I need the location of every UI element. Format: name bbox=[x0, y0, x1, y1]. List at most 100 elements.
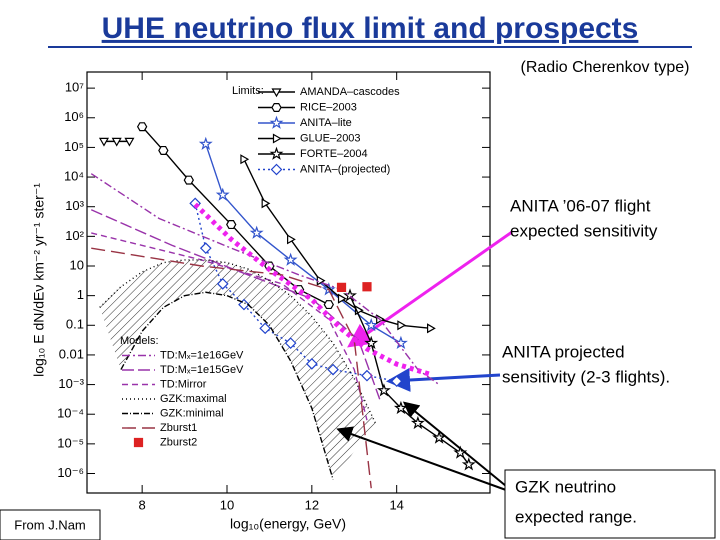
x-tick-label: 14 bbox=[389, 497, 403, 512]
x-tick-label: 10 bbox=[220, 497, 234, 512]
marker bbox=[215, 187, 230, 201]
series-line bbox=[91, 247, 372, 489]
series-line bbox=[90, 209, 381, 400]
marker bbox=[361, 369, 373, 382]
marker bbox=[98, 137, 110, 147]
series-line bbox=[193, 202, 432, 377]
legend-label: FORTE–2004 bbox=[300, 148, 368, 160]
legend-label: TD:Mirror bbox=[160, 378, 207, 390]
marker bbox=[337, 293, 347, 304]
marker bbox=[269, 115, 284, 129]
marker bbox=[432, 430, 447, 444]
slide-title: UHE neutrino flux limit and prospects bbox=[102, 12, 639, 45]
annotation: ANITA projected bbox=[502, 342, 625, 361]
marker bbox=[158, 145, 169, 155]
marker bbox=[336, 282, 347, 292]
marker bbox=[364, 317, 379, 332]
legend-title: Limits: bbox=[232, 85, 264, 97]
marker bbox=[364, 335, 379, 350]
marker bbox=[199, 242, 212, 254]
marker bbox=[240, 154, 250, 165]
marker bbox=[271, 88, 282, 98]
y-tick-label: 10³ bbox=[65, 198, 84, 213]
marker bbox=[271, 103, 282, 112]
marker bbox=[461, 457, 476, 471]
marker bbox=[323, 300, 334, 310]
series-line bbox=[349, 295, 470, 465]
series-line bbox=[120, 291, 334, 480]
y-tick-label: 0.1 bbox=[66, 317, 84, 332]
credit: From J.Nam bbox=[14, 517, 86, 532]
marker bbox=[327, 363, 339, 376]
marker bbox=[183, 175, 195, 185]
legend-label: GZK:maximal bbox=[160, 393, 227, 405]
annotation-box bbox=[504, 469, 716, 539]
legend-title: Models: bbox=[120, 335, 159, 347]
marker bbox=[198, 136, 213, 150]
series-line bbox=[91, 232, 368, 421]
x-tick-label: 12 bbox=[305, 497, 319, 512]
legend-label: GLUE–2003 bbox=[300, 132, 361, 144]
arrow bbox=[347, 230, 513, 348]
plot-area bbox=[90, 122, 476, 489]
marker bbox=[397, 320, 407, 331]
marker bbox=[270, 163, 283, 176]
legend-label: Zburst2 bbox=[160, 436, 197, 448]
marker bbox=[393, 400, 408, 415]
annotation: expected range. bbox=[515, 507, 637, 526]
legend-label: TD:Mₓ=1e15GeV bbox=[160, 364, 244, 376]
legend-label: Zburst1 bbox=[160, 422, 197, 434]
y-tick-label: 10⁴ bbox=[64, 168, 84, 183]
marker bbox=[226, 220, 237, 230]
marker bbox=[283, 252, 298, 266]
marker bbox=[390, 375, 403, 388]
y-tick-label: 0.01 bbox=[59, 346, 84, 361]
marker bbox=[136, 122, 148, 132]
plot-frame bbox=[86, 71, 491, 494]
marker bbox=[305, 358, 318, 370]
y-tick-label: 1 bbox=[77, 287, 84, 302]
y-axis-label: log₁₀ E dN/dEν km⁻² yr⁻¹ ster⁻¹ bbox=[31, 183, 47, 377]
marker bbox=[284, 337, 297, 349]
annotation: GZK neutrino bbox=[515, 477, 616, 496]
marker bbox=[261, 198, 271, 209]
marker bbox=[410, 415, 425, 430]
legend-label: ANITA–(projected) bbox=[300, 163, 390, 175]
annotation: sensitivity (2-3 flights). bbox=[502, 367, 670, 386]
credit-box bbox=[0, 509, 101, 540]
annotation: ANITA ’06-07 flight bbox=[510, 196, 651, 215]
y-tick-label: 10⁻⁴ bbox=[57, 406, 84, 421]
y-tick-label: 10⁻³ bbox=[58, 376, 84, 391]
y-tick-label: 10⁷ bbox=[65, 80, 84, 95]
models-legend-bg bbox=[112, 332, 262, 472]
legend-label: RICE–2003 bbox=[300, 101, 357, 113]
legend-label: GZK:minimal bbox=[160, 407, 224, 419]
y-tick-label: 10² bbox=[65, 228, 84, 243]
arrow bbox=[386, 368, 501, 392]
x-axis-label: log₁₀(energy, GeV) bbox=[230, 516, 346, 532]
x-tick-label: 8 bbox=[139, 497, 146, 512]
annotation: expected sensitivity bbox=[510, 221, 658, 240]
marker bbox=[249, 225, 264, 239]
y-tick-label: 10⁻⁶ bbox=[57, 465, 84, 480]
limits-legend-bg bbox=[230, 80, 410, 180]
marker bbox=[272, 133, 282, 144]
marker bbox=[189, 197, 202, 210]
arrow bbox=[402, 401, 507, 487]
gzk-range bbox=[99, 259, 376, 480]
legend-label: ANITA–lite bbox=[300, 117, 352, 129]
arrow bbox=[336, 426, 507, 491]
legend-label: TD:Mₓ=1e16GeV bbox=[160, 349, 244, 361]
marker bbox=[287, 234, 296, 245]
y-tick-label: 10 bbox=[70, 257, 84, 272]
marker bbox=[362, 282, 372, 292]
marker bbox=[427, 323, 436, 334]
marker bbox=[133, 437, 144, 448]
marker bbox=[259, 322, 272, 335]
y-tick-label: 10⁻⁵ bbox=[57, 435, 84, 450]
marker bbox=[376, 383, 391, 397]
legend-label: AMANDA–cascodes bbox=[300, 86, 400, 98]
marker bbox=[216, 277, 229, 290]
y-tick-label: 10⁶ bbox=[64, 109, 84, 124]
